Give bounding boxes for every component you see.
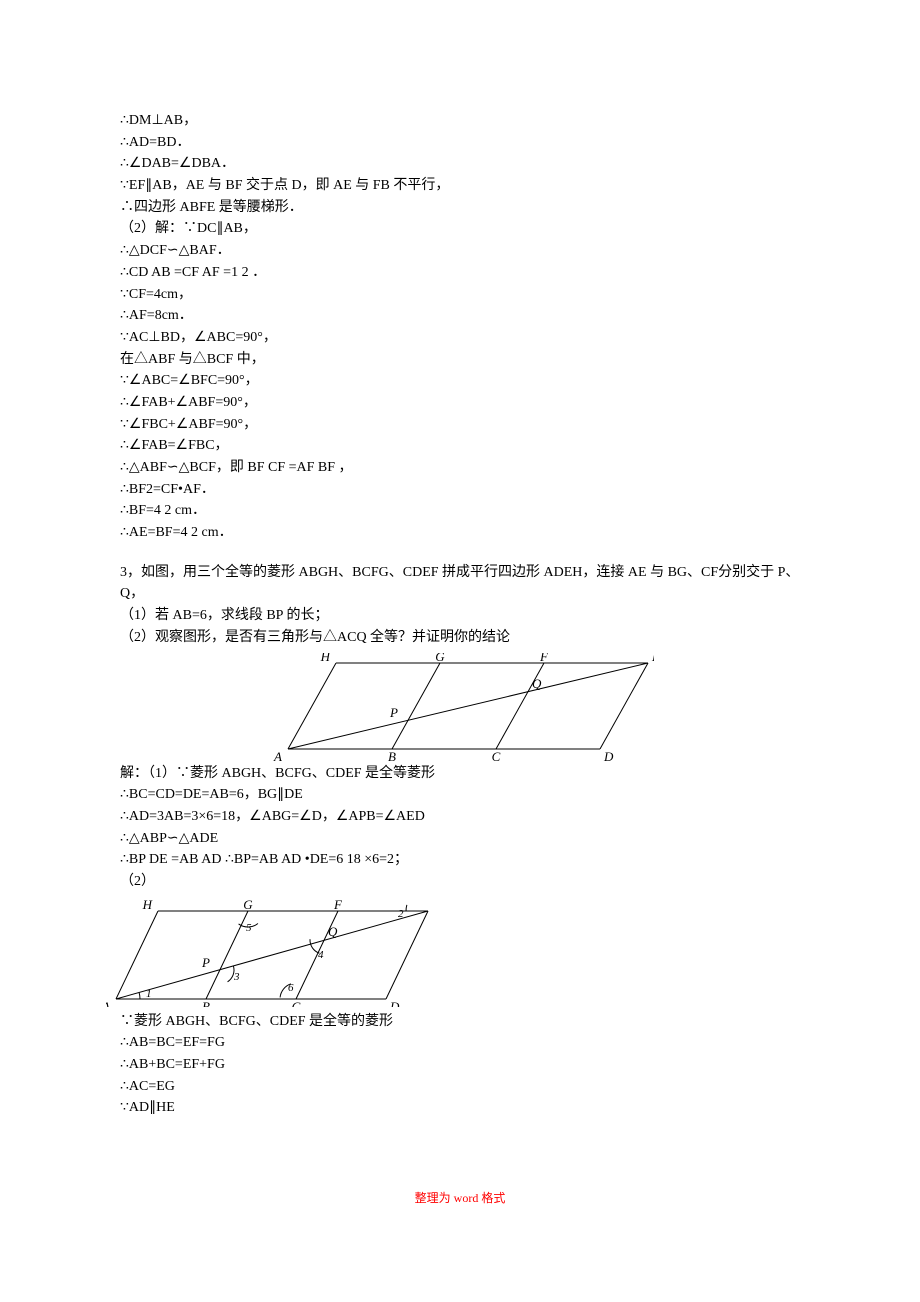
svg-text:1: 1 xyxy=(146,988,152,1000)
figure-1: A B C D H G F E P Q xyxy=(120,653,800,761)
line: （2） xyxy=(120,871,800,893)
line: 在△ABF 与△BCF 中， xyxy=(120,349,800,371)
line: ∴BC=CD=DE=AB=6，BG∥DE xyxy=(120,784,800,806)
svg-text:B: B xyxy=(388,749,396,761)
line: ∵EF∥AB，AE 与 BF 交于点 D，即 AE 与 FB 不平行， xyxy=(120,175,800,197)
line: ∴BF2=CF•AF． xyxy=(120,479,800,501)
svg-text:P: P xyxy=(201,955,210,970)
q3-head: 3，如图，用三个全等的菱形 ABGH、BCFG、CDEF 拼成平行四边形 ADE… xyxy=(120,562,800,605)
svg-text:6: 6 xyxy=(288,982,294,994)
svg-text:5: 5 xyxy=(246,922,252,934)
line: ∴AB+BC=EF+FG xyxy=(120,1054,800,1076)
line: ∴BP DE =AB AD ∴BP=AB AD •DE=6 18 ×6=2； xyxy=(120,849,800,871)
svg-text:A: A xyxy=(273,749,282,761)
svg-text:F: F xyxy=(333,899,343,912)
line: ∴DM⊥AB， xyxy=(120,110,800,132)
svg-text:C: C xyxy=(292,999,301,1007)
line: ∵AC⊥BD，∠ABC=90°， xyxy=(120,327,800,349)
line: ∴∠FAB+∠ABF=90°， xyxy=(120,392,800,414)
rhombus-figure-2: ABCDHGFEPQ125346 xyxy=(106,899,430,1007)
svg-text:Q: Q xyxy=(532,676,542,691)
figure-2: ABCDHGFEPQ125346 xyxy=(106,899,800,1007)
svg-text:D: D xyxy=(603,749,614,761)
svg-text:3: 3 xyxy=(233,971,240,983)
rhombus-figure-1: A B C D H G F E P Q xyxy=(266,653,654,761)
line: ∴△DCF∽△BAF． xyxy=(120,240,800,262)
svg-text:4: 4 xyxy=(318,949,324,961)
footer: 整理为 word 格式 xyxy=(120,1189,800,1208)
line: ∴∠FAB=∠FBC， xyxy=(120,435,800,457)
line: ∴AB=BC=EF=FG xyxy=(120,1032,800,1054)
svg-text:F: F xyxy=(539,653,549,664)
svg-text:C: C xyxy=(492,749,501,761)
page: ∴DM⊥AB， ∴AD=BD． ∴∠DAB=∠DBA． ∵EF∥AB，AE 与 … xyxy=(0,0,920,1248)
line: ∴BF=4 2 cm． xyxy=(120,500,800,522)
line: ∵CF=4cm， xyxy=(120,284,800,306)
line: ∴∠DAB=∠DBA． xyxy=(120,153,800,175)
line: ∵∠FBC+∠ABF=90°， xyxy=(120,414,800,436)
line: ∴AD=BD． xyxy=(120,132,800,154)
svg-text:P: P xyxy=(389,705,398,720)
svg-text:D: D xyxy=(389,999,400,1007)
line: ∵∠ABC=∠BFC=90°， xyxy=(120,370,800,392)
line: ∴AF=8cm． xyxy=(120,305,800,327)
line: ∵AD∥HE xyxy=(120,1097,800,1119)
line: ∴AC=EG xyxy=(120,1076,800,1098)
line: （2）解：∵DC∥AB， xyxy=(120,218,800,240)
solution-block-1: ∴DM⊥AB， ∴AD=BD． ∴∠DAB=∠DBA． ∵EF∥AB，AE 与 … xyxy=(120,110,800,544)
svg-text:A: A xyxy=(106,999,110,1007)
solution-block-3: ∵菱形 ABGH、BCFG、CDEF 是全等的菱形 ∴AB=BC=EF=FG ∴… xyxy=(120,1011,800,1119)
q3-sub2: （2）观察图形，是否有三角形与△ACQ 全等？并证明你的结论 xyxy=(120,627,800,649)
line: ∴△ABP∽△ADE xyxy=(120,828,800,850)
line: ∴四边形 ABFE 是等腰梯形． xyxy=(120,197,800,219)
line: 解：（1）∵菱形 ABGH、BCFG、CDEF 是全等菱形 xyxy=(120,763,800,785)
q3-sub1: （1）若 AB=6，求线段 BP 的长； xyxy=(120,605,800,627)
line: ∴CD AB =CF AF =1 2 ． xyxy=(120,262,800,284)
svg-text:2: 2 xyxy=(398,908,404,920)
solution-block-2: 解：（1）∵菱形 ABGH、BCFG、CDEF 是全等菱形 ∴BC=CD=DE=… xyxy=(120,763,800,893)
line: ∴AD=3AB=3×6=18，∠ABG=∠D，∠APB=∠AED xyxy=(120,806,800,828)
svg-text:G: G xyxy=(243,899,253,912)
line: ∴AE=BF=4 2 cm． xyxy=(120,522,800,544)
line: ∵菱形 ABGH、BCFG、CDEF 是全等的菱形 xyxy=(120,1011,800,1033)
svg-text:Q: Q xyxy=(328,924,338,939)
svg-text:H: H xyxy=(320,653,331,664)
svg-text:E: E xyxy=(651,653,654,664)
svg-text:G: G xyxy=(435,653,445,664)
line: ∴△ABF∽△BCF，即 BF CF =AF BF ， xyxy=(120,457,800,479)
svg-text:H: H xyxy=(142,899,153,912)
svg-text:B: B xyxy=(202,999,210,1007)
